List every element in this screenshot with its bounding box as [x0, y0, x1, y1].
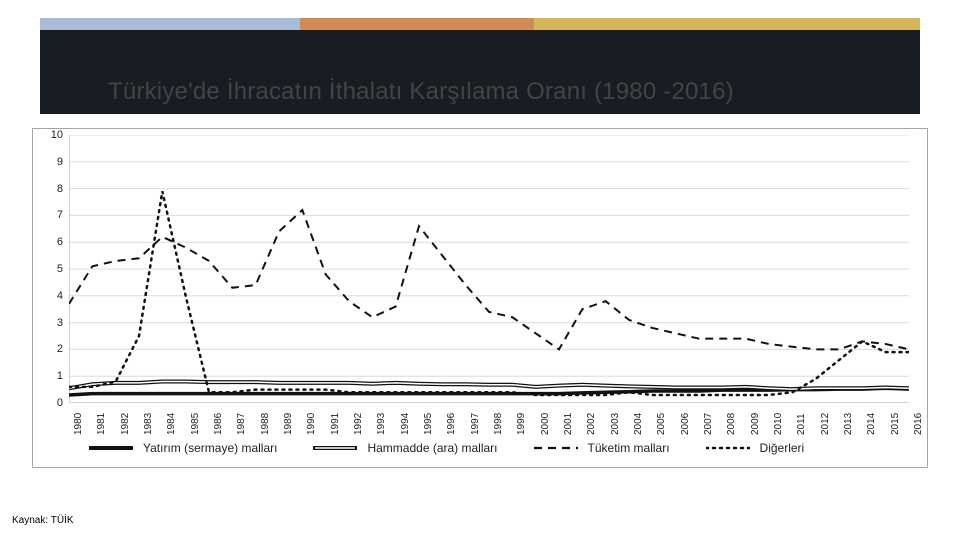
x-tick-label: 2016 — [913, 413, 924, 435]
y-tick-label: 8 — [39, 183, 63, 195]
y-tick-label: 2 — [39, 343, 63, 355]
x-tick-label: 2005 — [656, 413, 667, 435]
x-tick-label: 2014 — [866, 413, 877, 435]
x-tick-label: 1985 — [190, 413, 201, 435]
x-tick-label: 1983 — [143, 413, 154, 435]
x-tick-label: 1992 — [353, 413, 364, 435]
x-tick-label: 1990 — [306, 413, 317, 435]
x-tick-label: 2015 — [890, 413, 901, 435]
x-tick-label: 2013 — [843, 413, 854, 435]
x-tick-label: 2001 — [563, 413, 574, 435]
slide: Türkiye'de İhracatın İthalatı Karşılama … — [0, 0, 960, 540]
x-tick-label: 2010 — [773, 413, 784, 435]
x-tick-label: 2006 — [680, 413, 691, 435]
x-tick-label: 2008 — [726, 413, 737, 435]
top-rule-segment-3 — [534, 18, 920, 30]
x-tick-label: 1989 — [283, 413, 294, 435]
y-tick-label: 9 — [39, 156, 63, 168]
x-tick-label: 1987 — [236, 413, 247, 435]
y-tick-label: 7 — [39, 209, 63, 221]
legend-label: Yatırım (sermaye) malları — [143, 441, 277, 455]
chart-legend: Yatırım (sermaye) malları Hammadde (ara)… — [89, 437, 909, 459]
x-tick-label: 1986 — [213, 413, 224, 435]
legend-item-tuketim: Tüketim malları — [534, 441, 670, 455]
x-tick-label: 1988 — [260, 413, 271, 435]
source-label: Kaynak: TÜİK — [12, 515, 74, 526]
chart-svg — [69, 135, 909, 403]
x-tick-label: 1982 — [120, 413, 131, 435]
chart-frame: 0 1 2 3 4 5 6 7 8 9 10 1980 1981 1982 1983 1984 1985 198… — [32, 128, 928, 468]
x-tick-label: 1991 — [330, 413, 341, 435]
legend-label: Diğerleri — [760, 441, 805, 455]
x-tick-label: 1999 — [516, 413, 527, 435]
legend-item-yatirim: Yatırım (sermaye) malları — [89, 441, 277, 455]
x-tick-label: 1995 — [423, 413, 434, 435]
y-tick-label: 3 — [39, 317, 63, 329]
plot-area — [69, 135, 909, 403]
x-tick-label: 2002 — [586, 413, 597, 435]
x-tick-label: 2007 — [703, 413, 714, 435]
legend-swatch-dotted-icon — [706, 441, 750, 455]
x-tick-label: 1984 — [166, 413, 177, 435]
x-tick-label: 1980 — [73, 413, 84, 435]
legend-swatch-solid-thick-icon — [89, 441, 133, 455]
y-tick-label: 5 — [39, 263, 63, 275]
y-tick-label: 4 — [39, 290, 63, 302]
y-tick-label: 6 — [39, 236, 63, 248]
top-rule-segment-1 — [40, 18, 300, 30]
x-tick-label: 1993 — [376, 413, 387, 435]
y-tick-label: 0 — [39, 397, 63, 409]
legend-swatch-dashed-icon — [534, 441, 578, 455]
x-tick-label: 1998 — [493, 413, 504, 435]
x-tick-label: 2004 — [633, 413, 644, 435]
legend-label: Hammadde (ara) malları — [367, 441, 497, 455]
x-tick-label: 2012 — [820, 413, 831, 435]
legend-label: Tüketim malları — [588, 441, 670, 455]
legend-swatch-hollow-icon — [313, 441, 357, 455]
x-tick-label: 2003 — [610, 413, 621, 435]
x-tick-label: 1994 — [400, 413, 411, 435]
legend-item-digerleri: Diğerleri — [706, 441, 805, 455]
x-tick-label: 1996 — [446, 413, 457, 435]
y-tick-label: 1 — [39, 370, 63, 382]
top-rule-segment-2 — [300, 18, 534, 30]
x-tick-label: 2009 — [750, 413, 761, 435]
x-tick-label: 2011 — [796, 413, 807, 435]
x-tick-label: 1997 — [470, 413, 481, 435]
y-tick-label: 10 — [39, 129, 63, 141]
legend-item-hammadde: Hammadde (ara) malları — [313, 441, 497, 455]
x-tick-label: 1981 — [96, 413, 107, 435]
slide-title: Türkiye'de İhracatın İthalatı Karşılama … — [108, 78, 928, 106]
x-tick-label: 2000 — [540, 413, 551, 435]
